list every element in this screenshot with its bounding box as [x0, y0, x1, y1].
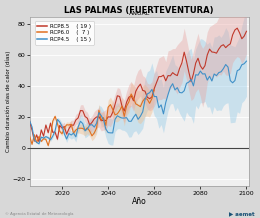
Text: ANUAL: ANUAL [129, 11, 150, 16]
Title: LAS PALMAS (FUERTEVENTURA): LAS PALMAS (FUERTEVENTURA) [64, 5, 214, 15]
Text: © Agencia Estatal de Meteorología: © Agencia Estatal de Meteorología [5, 212, 74, 216]
Legend: RCP8.5    ( 19 ), RCP6.0    (  7 ), RCP4.5    ( 15 ): RCP8.5 ( 19 ), RCP6.0 ( 7 ), RCP4.5 ( 15… [35, 21, 94, 44]
X-axis label: Año: Año [132, 197, 147, 206]
Text: ▶ aemet: ▶ aemet [229, 211, 255, 216]
Y-axis label: Cambio duración olas de calor (días): Cambio duración olas de calor (días) [5, 51, 11, 152]
